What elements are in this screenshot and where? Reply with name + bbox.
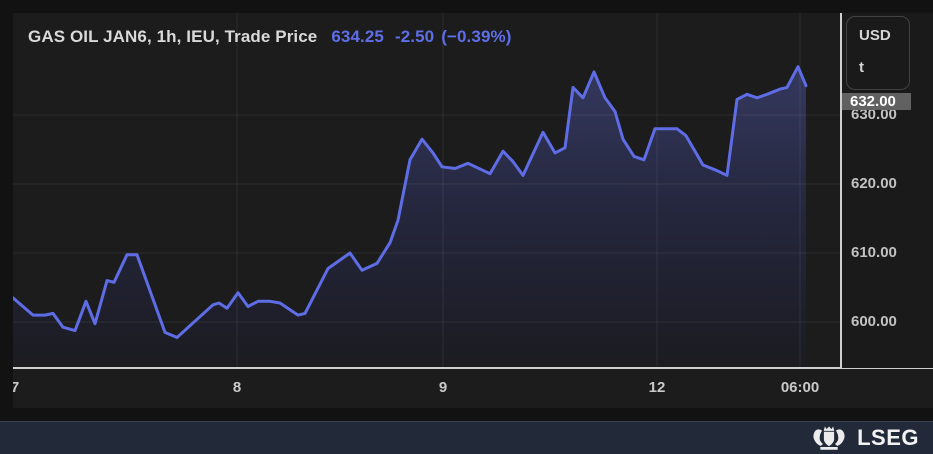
time-tick-label: 8 [232,379,242,396]
price-tick-label: 630.00 [851,106,897,123]
unit-currency: USD [859,27,891,44]
time-tick-label: 9 [438,379,448,396]
time-axis[interactable]: 7 8 9 12 06:00 [13,369,933,408]
price-change-pct: (−0.39%) [441,27,512,46]
price-axis[interactable]: USD t 632.00 630.00 620.00 610.00 600.00 [842,13,933,368]
instrument-title: GAS OIL JAN6, 1h, IEU, Trade Price [28,27,318,46]
price-tick-label: 600.00 [851,313,897,330]
unit-measure: t [859,59,864,76]
lseg-crest-icon [810,424,848,452]
time-tick-label: 7 [13,379,20,396]
price-chart-plot[interactable] [13,13,840,368]
lseg-logo-text: LSEG [857,425,919,450]
last-price-label: 632.00 [842,92,911,110]
unit-badge: USD t [846,16,910,90]
chart-legend[interactable]: GAS OIL JAN6, 1h, IEU, Trade Price 634.2… [28,27,511,47]
time-axis-border [13,367,933,369]
time-tick-label: 06:00 [780,379,820,396]
price-axis-border [840,13,842,408]
price-tick-label: 620.00 [851,175,897,192]
brand-bar: LSEG [0,421,933,454]
last-price: 634.25 [331,27,384,46]
time-tick-label: 12 [648,379,666,396]
price-tick-label: 610.00 [851,244,897,261]
price-change: -2.50 [394,27,435,46]
